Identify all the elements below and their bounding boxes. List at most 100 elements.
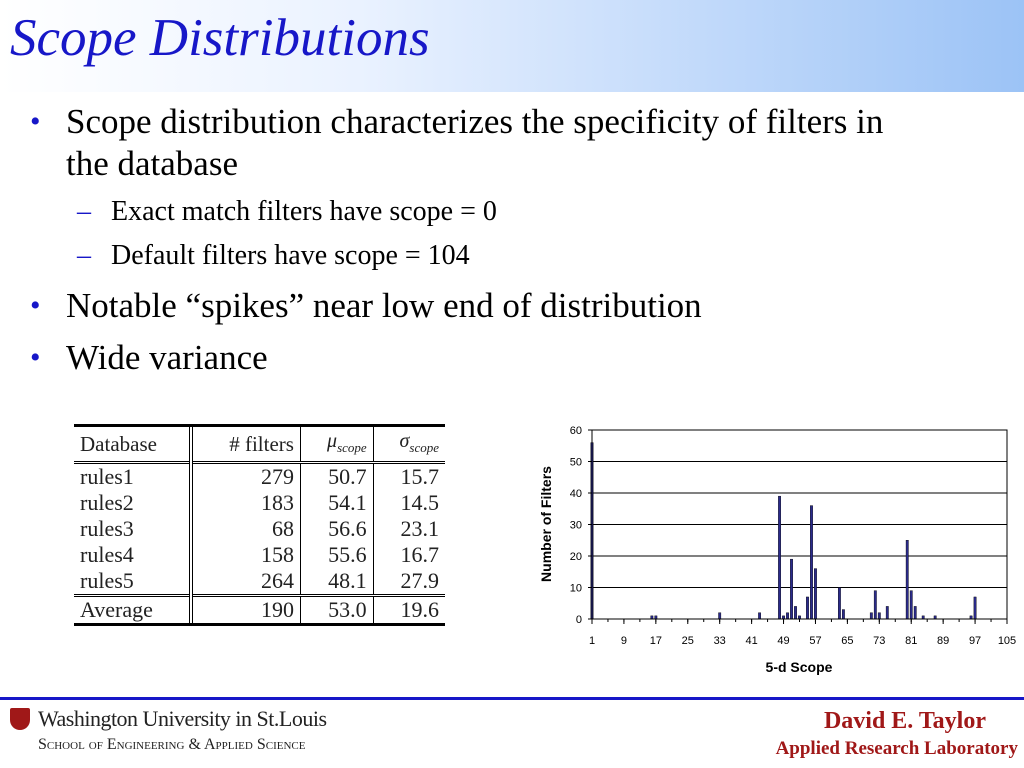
sub-bullet-text: Default filters have scope = 104 xyxy=(111,240,470,271)
bar xyxy=(905,540,909,620)
cell-filters: 279 xyxy=(191,462,301,490)
table-row: rules2 183 54.1 14.5 xyxy=(74,490,445,516)
lab-name: Applied Research Laboratory xyxy=(775,738,1018,759)
dash-icon: – xyxy=(77,196,91,227)
bullet-text: Notable “spikes” near low end of distrib… xyxy=(66,286,702,325)
cell-name: rules3 xyxy=(74,516,193,542)
x-tick-label: 9 xyxy=(621,635,627,647)
bullet-text-line1: Scope distribution characterizes the spe… xyxy=(66,102,884,141)
scope-statistics-table: Database # filters μscope σscope rules1 … xyxy=(74,424,445,626)
x-tick-label: 49 xyxy=(777,635,789,647)
bar xyxy=(973,596,977,620)
title-band xyxy=(0,0,1024,92)
bar xyxy=(814,568,817,620)
footer-rule xyxy=(0,697,1024,700)
bar xyxy=(758,612,761,620)
x-tick-label: 1 xyxy=(589,635,595,647)
header-database: Database xyxy=(74,427,193,464)
x-tick-label: 33 xyxy=(714,635,726,647)
x-tick-label: 17 xyxy=(650,635,662,647)
bullet-dot-icon: • xyxy=(30,105,41,138)
bar xyxy=(810,505,813,620)
bar xyxy=(913,606,917,620)
y-tick-label: 40 xyxy=(570,488,582,500)
bar xyxy=(778,495,781,620)
x-tick-label: 105 xyxy=(998,635,1016,647)
bullet-dot-icon: • xyxy=(30,289,41,322)
cell-sigma: 27.9 xyxy=(400,568,440,593)
x-tick-label: 73 xyxy=(873,635,885,647)
author-name: David E. Taylor xyxy=(823,708,986,734)
bar xyxy=(786,612,789,620)
cell-name: rules2 xyxy=(74,490,193,516)
cell-name: rules1 xyxy=(74,462,193,490)
y-tick-label: 20 xyxy=(570,551,582,563)
cell-filters: 264 xyxy=(191,568,301,596)
table-row: rules1 279 50.7 15.7 xyxy=(74,462,445,490)
cell-sigma: 19.6 xyxy=(373,594,445,623)
bar xyxy=(877,612,881,620)
cell-mu: 53.0 xyxy=(300,594,374,623)
cell-name: Average xyxy=(74,594,193,623)
header-filters: # filters xyxy=(191,427,301,464)
cell-name: rules5 xyxy=(74,568,193,596)
y-tick-label: 10 xyxy=(570,583,582,595)
chart-ticks: 0 10 20 30 40 50 60 1 9 17 25 33 41 49 57 65 73 81 89 97 105 xyxy=(570,425,1016,647)
bullet-scope-distribution: • Scope distribution characterizes the s… xyxy=(30,101,1016,185)
slide-title: Scope Distributions xyxy=(10,9,430,67)
x-tick-label: 65 xyxy=(841,635,853,647)
cell-filters: 68 xyxy=(191,516,301,542)
table-row: rules3 68 56.6 23.1 xyxy=(74,516,445,542)
x-tick-label: 25 xyxy=(682,635,694,647)
bullet-text-line2: the database xyxy=(66,144,238,183)
x-axis-label: 5-d Scope xyxy=(766,659,833,675)
x-tick-label: 81 xyxy=(905,635,917,647)
x-tick-label: 57 xyxy=(809,635,821,647)
sub-bullet-text: Exact match filters have scope = 0 xyxy=(111,196,497,227)
bar xyxy=(806,596,809,620)
bar xyxy=(841,609,845,620)
cell-mu: 54.1 xyxy=(300,490,374,516)
sub-bullet-exact-match: – Exact match filters have scope = 0 xyxy=(77,196,497,228)
bar xyxy=(718,612,722,620)
school-name: School of Engineering & Applied Science xyxy=(38,736,306,753)
cell-filters: 183 xyxy=(191,490,301,516)
bullet-spikes: • Notable “spikes” near low end of distr… xyxy=(30,285,702,327)
scope-distribution-chart: 0 10 20 30 40 50 60 1 9 17 25 33 41 49 57 65 73 81 89 97 105… xyxy=(538,425,1016,675)
table-row: rules5 264 48.1 27.9 xyxy=(74,568,445,596)
university-name: Washington University in St.Louis xyxy=(38,706,327,731)
cell-name: rules4 xyxy=(74,542,193,568)
bullet-text: Wide variance xyxy=(66,338,268,377)
university-logo: Washington University in St.Louis School… xyxy=(10,706,340,762)
bar xyxy=(794,606,797,620)
cell-mu: 56.6 xyxy=(300,516,374,542)
cell-mu: 48.1 xyxy=(300,568,374,596)
university-seal-icon xyxy=(10,708,30,730)
bullet-wide-variance: • Wide variance xyxy=(30,337,268,379)
table-header-row: Database # filters μscope σscope xyxy=(74,427,445,464)
bar xyxy=(909,590,913,620)
bar xyxy=(869,612,873,620)
chart-bars xyxy=(590,442,977,620)
cell-sigma: 16.7 xyxy=(400,542,440,567)
table-row: rules4 158 55.6 16.7 xyxy=(74,542,445,568)
y-tick-label: 60 xyxy=(570,425,582,437)
header-sigma-scope: σscope xyxy=(373,427,445,464)
chart-grid xyxy=(592,429,1007,588)
bar xyxy=(873,590,877,620)
x-tick-label: 89 xyxy=(937,635,949,647)
sub-bullet-default: – Default filters have scope = 104 xyxy=(77,240,470,272)
bullet-dot-icon: • xyxy=(30,341,41,374)
dash-icon: – xyxy=(77,240,91,271)
y-tick-label: 0 xyxy=(576,614,582,626)
bar xyxy=(790,558,793,620)
cell-mu: 50.7 xyxy=(300,462,374,490)
x-tick-label: 41 xyxy=(745,635,757,647)
cell-filters: 190 xyxy=(191,594,301,623)
cell-sigma: 14.5 xyxy=(400,490,440,515)
cell-mu: 55.6 xyxy=(300,542,374,568)
header-mu-scope: μscope xyxy=(300,427,374,464)
x-tick-label: 97 xyxy=(969,635,981,647)
cell-filters: 158 xyxy=(191,542,301,568)
y-tick-label: 50 xyxy=(570,457,582,469)
